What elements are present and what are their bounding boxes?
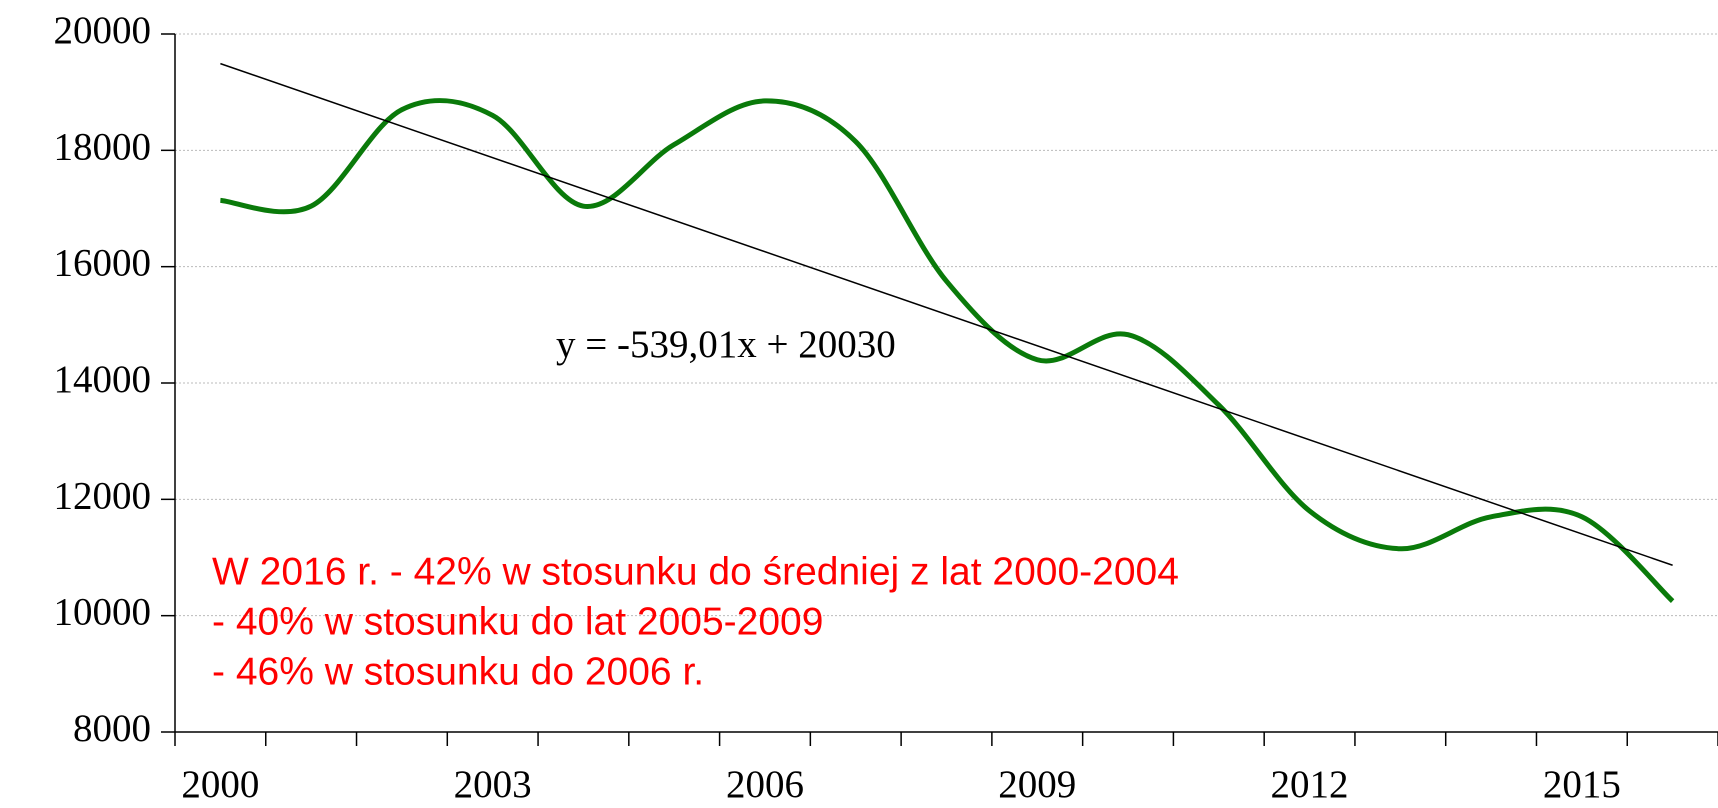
y-tick-label: 8000: [73, 707, 151, 750]
x-tick-label: 2009: [998, 763, 1076, 806]
x-tick-label: 2000: [181, 763, 259, 806]
x-tick-label: 2015: [1543, 763, 1621, 806]
trend-equation: y = -539,01x + 20030: [556, 323, 896, 366]
y-tick-label: 18000: [54, 125, 152, 168]
x-tick-label: 2006: [726, 763, 804, 806]
annotation: - 46% w stosunku do 2006 r.: [212, 650, 704, 693]
x-tick-label: 2012: [1271, 763, 1349, 806]
y-tick-label: 20000: [54, 9, 152, 52]
y-tick-label: 12000: [54, 474, 152, 517]
y-tick-label: 14000: [54, 358, 152, 401]
y-tick-label: 10000: [54, 591, 152, 634]
trend-line: [220, 62, 1673, 566]
annotation: - 40% w stosunku do lat 2005-2009: [212, 600, 823, 643]
x-tick-label: 2003: [454, 763, 532, 806]
line-series: [220, 97, 1675, 603]
y-tick-label: 16000: [54, 242, 152, 285]
annotation: W 2016 r. - 42% w stosunku do średniej z…: [212, 550, 1179, 593]
